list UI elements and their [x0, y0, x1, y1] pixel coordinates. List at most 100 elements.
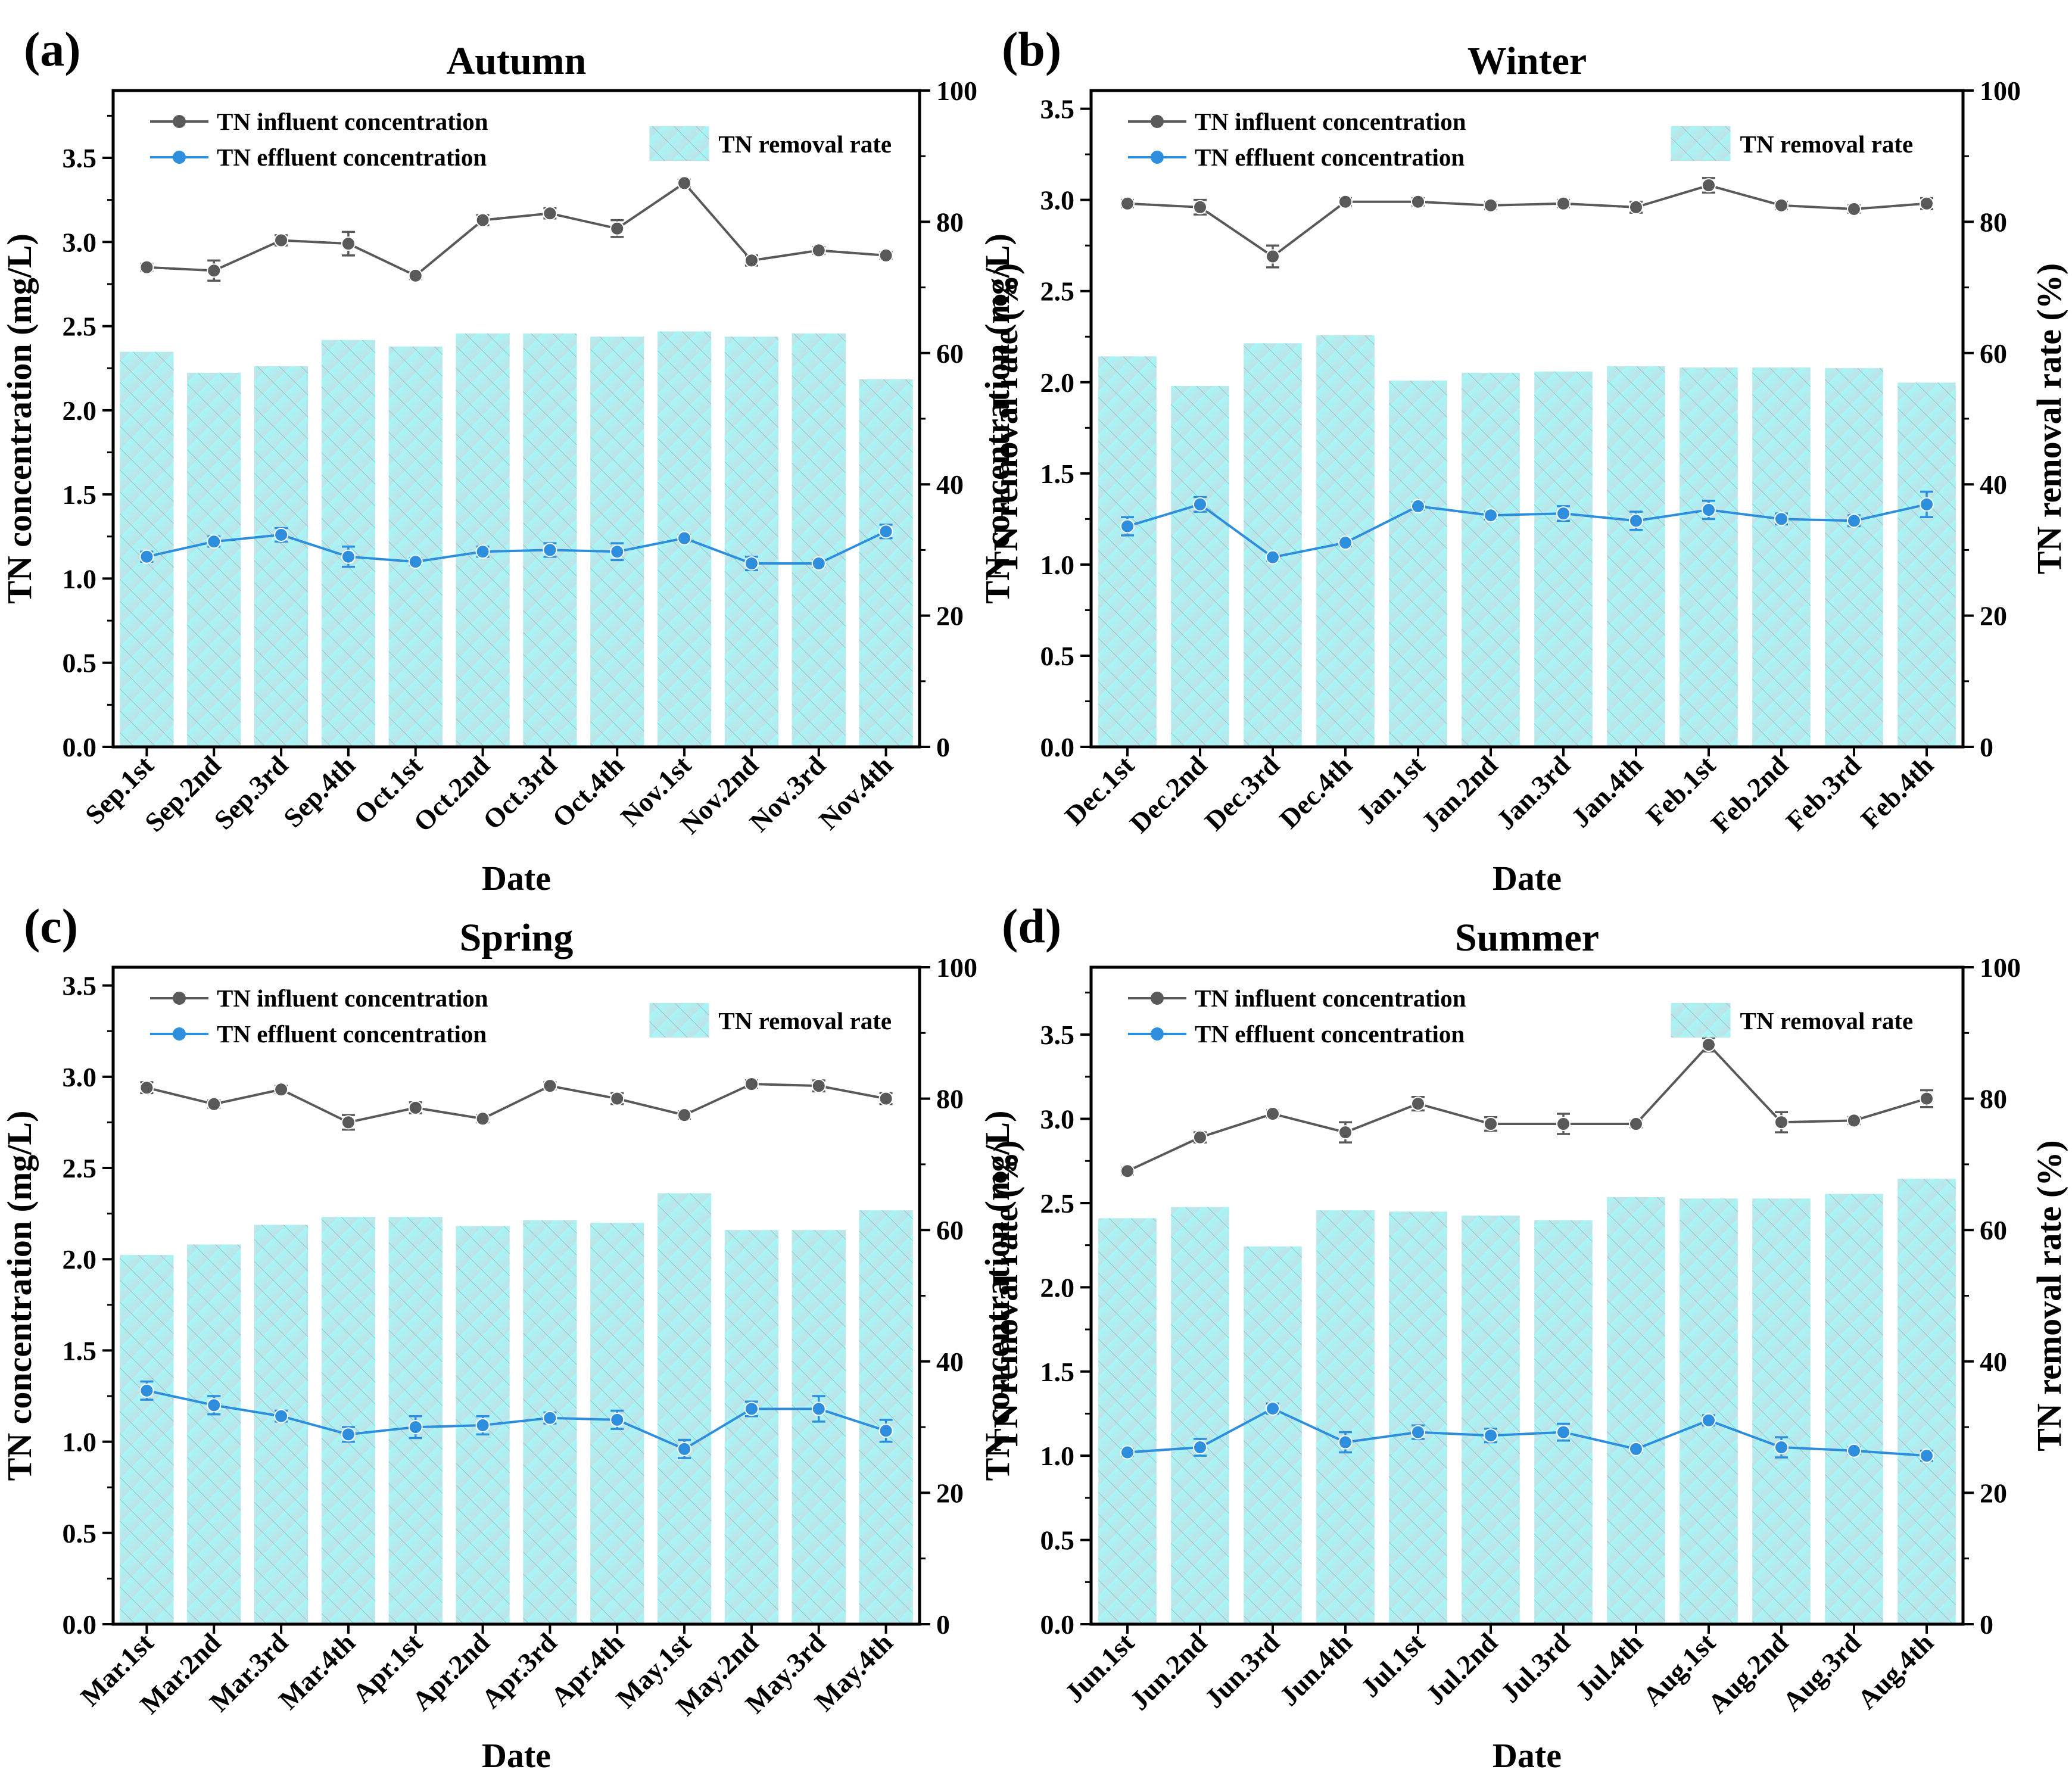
influent-point — [1266, 249, 1280, 264]
effluent-point — [341, 549, 356, 564]
influent-point — [1556, 1117, 1571, 1132]
effluent-line — [146, 530, 887, 565]
influent-point — [744, 253, 759, 268]
y2-tick-label: 0 — [1980, 732, 1993, 762]
legend-influent-marker — [1151, 992, 1164, 1005]
removal-rate-bar — [1825, 368, 1883, 747]
influent-point — [677, 176, 692, 191]
removal-rate-bar — [724, 1230, 779, 1624]
legend-removal-label: TN removal rate — [1740, 130, 1914, 158]
effluent-point — [677, 1441, 692, 1456]
removal-rate-bar — [1680, 367, 1738, 747]
chart-title: Summer — [1455, 916, 1599, 960]
effluent-point — [475, 544, 490, 559]
x-tick-label: Apr.3rd — [475, 1627, 562, 1714]
removal-rate-bar — [1897, 382, 1956, 747]
influent-point — [878, 248, 893, 263]
y2-tick-label: 0 — [936, 1609, 950, 1640]
x-tick-label: Jul.2nd — [1420, 1627, 1503, 1711]
x-tick-label: Aug.3rd — [1777, 1627, 1867, 1717]
influent-point — [139, 1080, 154, 1095]
removal-rate-bar — [187, 1244, 241, 1624]
removal-rate-bar — [1098, 356, 1157, 747]
y-tick-label: 3.0 — [1040, 1104, 1075, 1135]
legend-influent-label: TN influent concentration — [217, 985, 488, 1012]
influent-point — [1338, 1125, 1353, 1140]
effluent-point — [1193, 497, 1207, 512]
removal-rate-bar — [456, 333, 510, 747]
legend-effluent-label: TN effluent concentration — [1195, 1020, 1465, 1048]
x-tick-label: Feb.3rd — [1780, 750, 1867, 837]
effluent-point — [475, 1418, 490, 1433]
y2-axis-title: TN removal rate (%) — [2030, 263, 2068, 574]
removal-rate-bar — [321, 339, 376, 747]
y-tick-label: 1.0 — [63, 563, 97, 594]
effluent-point — [1484, 1428, 1498, 1443]
effluent-point — [744, 1401, 759, 1416]
removal-rate-bar — [657, 1193, 712, 1624]
effluent-point — [207, 534, 222, 549]
influent-point — [1774, 1115, 1789, 1130]
y-tick-label: 1.0 — [1040, 550, 1075, 580]
legend-effluent-marker — [1151, 151, 1164, 164]
y-tick-label: 3.5 — [1040, 1020, 1075, 1050]
effluent-point — [274, 527, 289, 542]
panel-label: (c) — [24, 899, 78, 953]
y-tick-label: 1.5 — [63, 479, 97, 510]
legend-removal-label: TN removal rate — [1740, 1007, 1914, 1035]
x-tick-label: Jul.4th — [1569, 1627, 1649, 1706]
y-axis-title: TN concentration (mg/L) — [978, 1111, 1017, 1481]
effluent-point — [1847, 513, 1861, 528]
effluent-point — [1920, 497, 1934, 512]
x-axis-title: Date — [482, 1736, 551, 1775]
removal-rate-bar — [792, 1230, 846, 1624]
effluent-point — [1920, 1448, 1934, 1463]
y-tick-label: 2.5 — [63, 1153, 97, 1183]
chart-title: Autumn — [447, 39, 587, 83]
influent-line — [1127, 184, 1927, 258]
legend-removal-swatch — [649, 126, 709, 161]
x-axis-title: Date — [1493, 859, 1562, 898]
effluent-point — [1266, 550, 1280, 565]
y-tick-label: 0.0 — [1040, 1609, 1075, 1640]
y-tick-label: 1.5 — [63, 1335, 97, 1366]
x-tick-label: Feb.4th — [1855, 750, 1939, 834]
influent-point — [744, 1077, 759, 1092]
effluent-point — [341, 1427, 356, 1442]
effluent-point — [1774, 1440, 1789, 1455]
y-tick-label: 1.5 — [1040, 1357, 1075, 1387]
effluent-point — [1629, 1441, 1643, 1456]
panel-label: (d) — [1002, 899, 1061, 953]
influent-point — [475, 1111, 490, 1126]
effluent-point — [1702, 1413, 1716, 1428]
influent-point — [1120, 196, 1135, 211]
effluent-point — [139, 1383, 154, 1398]
effluent-point — [207, 1398, 222, 1413]
effluent-point — [610, 1412, 625, 1427]
removal-rate-bar — [523, 333, 577, 747]
removal-rate-bar — [1752, 367, 1811, 747]
influent-point — [475, 213, 490, 228]
removal-rate-bar — [859, 379, 913, 747]
effluent-point — [610, 544, 625, 559]
x-tick-label: Aug.4th — [1852, 1627, 1939, 1715]
y-tick-label: 3.0 — [1040, 185, 1075, 216]
y-tick-label: 3.5 — [63, 971, 97, 1001]
influent-point — [139, 260, 154, 275]
x-tick-label: Sep.4th — [278, 750, 361, 833]
y2-axis-title: TN removal rate (%) — [2030, 1140, 2068, 1451]
influent-point — [811, 1079, 826, 1094]
y-tick-label: 3.0 — [63, 1062, 97, 1092]
x-tick-label: Jan.3rd — [1490, 750, 1576, 836]
legend-influent-marker — [173, 115, 186, 128]
influent-point — [1193, 1130, 1207, 1145]
y-tick-label: 3.0 — [63, 227, 97, 257]
y-tick-label: 0.0 — [63, 1609, 97, 1640]
influent-point — [341, 236, 356, 251]
legend-effluent-label: TN effluent concentration — [217, 1020, 487, 1048]
effluent-point — [139, 549, 154, 564]
effluent-point — [1338, 535, 1353, 550]
legend-influent-label: TN influent concentration — [1195, 108, 1466, 135]
influent-point — [1629, 1117, 1643, 1132]
influent-point — [207, 1096, 222, 1111]
